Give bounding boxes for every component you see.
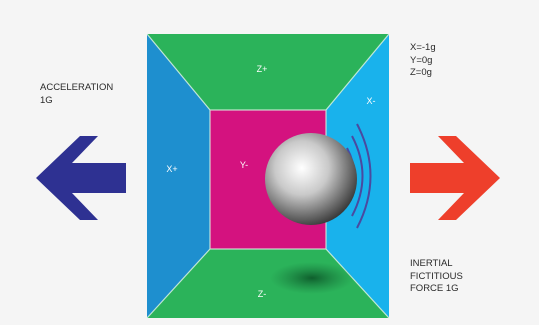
label-x-minus: X-: [367, 96, 376, 106]
top-face: [147, 34, 389, 110]
readout-y: Y=0g: [410, 54, 433, 66]
force-line-1: INERTIAL: [410, 258, 453, 269]
box-edges: [146, 33, 390, 319]
label-x-plus: X+: [166, 164, 177, 174]
sphere: [265, 133, 357, 225]
label-y-minus: Y-: [240, 160, 248, 170]
force-line-2: FICTITIOUS: [410, 270, 463, 282]
acceleration-label: ACCELERATION 1g: [40, 82, 113, 107]
label-z-minus: Z-: [258, 289, 267, 299]
right-face: [326, 34, 389, 318]
left-face: [147, 34, 210, 318]
acceleration-arrow: [36, 136, 126, 220]
readout-z: Z=0g: [410, 67, 432, 78]
label-z-plus: Z+: [257, 64, 268, 74]
acceleration-readout: X=-1g Y=0g Z=0g: [410, 42, 436, 80]
acceleration-title: ACCELERATION: [40, 82, 114, 93]
readout-x: X=-1g: [410, 42, 436, 53]
inertial-force-label: INERTIAL FICTITIOUS FORCE 1g: [410, 258, 463, 296]
acceleration-value: 1g: [40, 94, 53, 106]
force-line-3: FORCE 1g: [410, 283, 459, 294]
inertial-force-arrow: [410, 136, 500, 220]
sphere-shadow: [270, 262, 354, 294]
